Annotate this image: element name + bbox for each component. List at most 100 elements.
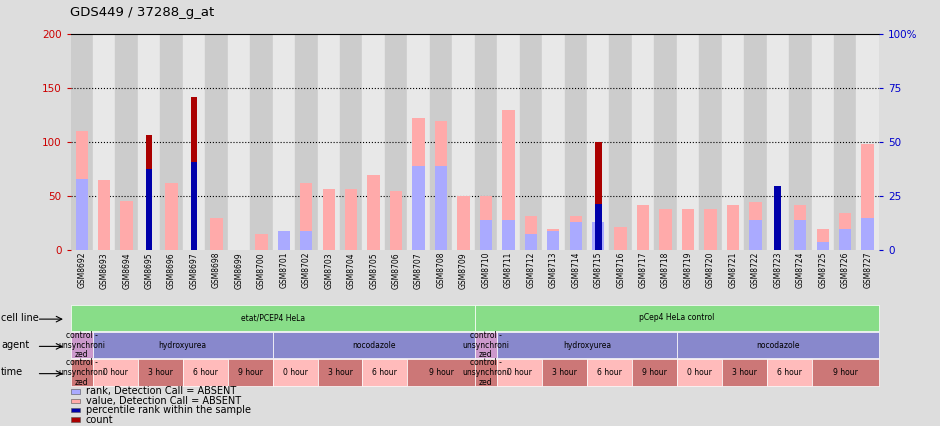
Bar [368,175,380,250]
Bar [547,229,559,250]
Text: time: time [1,367,24,377]
Bar [547,231,559,250]
Bar [861,144,874,250]
Text: rank, Detection Call = ABSENT: rank, Detection Call = ABSENT [86,386,236,397]
Bar [116,34,138,250]
Text: 0 hour: 0 hour [103,368,128,377]
Bar [165,184,178,250]
Text: etat/PCEP4 HeLa: etat/PCEP4 HeLa [241,313,305,322]
Bar [435,121,447,250]
Bar [727,205,739,250]
Text: control -
unsynchroni
zed: control - unsynchroni zed [462,358,509,386]
Bar [479,220,493,250]
Bar [191,97,197,250]
Bar [632,34,654,250]
Text: cell line: cell line [1,313,39,323]
Bar [277,239,290,250]
Bar [363,34,384,250]
Bar [497,34,520,250]
Bar [834,34,856,250]
Bar [856,34,879,250]
Bar [322,189,335,250]
Bar [749,220,761,250]
Bar [390,191,402,250]
Text: 0 hour: 0 hour [687,368,712,377]
Bar [520,34,542,250]
Bar [699,34,722,250]
Bar [767,34,789,250]
Bar [479,196,493,250]
Bar [609,34,632,250]
Bar [592,222,604,250]
Bar [273,34,295,250]
Bar [300,231,312,250]
Bar [205,34,227,250]
Text: 6 hour: 6 hour [372,368,398,377]
Text: 6 hour: 6 hour [597,368,622,377]
Bar [93,34,116,250]
Bar [384,34,407,250]
Bar [861,218,874,250]
Bar [749,202,761,250]
Bar [300,184,312,250]
Bar [191,162,197,250]
Text: nocodazole: nocodazole [352,340,396,350]
Bar [75,132,88,250]
Bar [138,34,161,250]
Text: 6 hour: 6 hour [776,368,802,377]
Text: 3 hour: 3 hour [731,368,757,377]
Bar [502,110,514,250]
Text: nocodazole: nocodazole [756,340,800,350]
Bar [407,34,430,250]
Bar [98,180,110,250]
Text: 9 hour: 9 hour [238,368,262,377]
Bar [211,218,223,250]
Bar [542,34,565,250]
Bar [682,209,695,250]
Text: 3 hour: 3 hour [148,368,173,377]
Text: 3 hour: 3 hour [327,368,352,377]
Text: GDS449 / 37288_g_at: GDS449 / 37288_g_at [70,6,214,20]
Text: 6 hour: 6 hour [193,368,218,377]
Bar [704,209,716,250]
Bar [722,34,744,250]
Bar [345,189,357,250]
Bar [565,34,587,250]
Text: percentile rank within the sample: percentile rank within the sample [86,405,251,415]
Bar [146,135,152,250]
Bar [161,34,182,250]
Bar [677,34,699,250]
Bar [570,216,582,250]
Bar [615,227,627,250]
Bar [475,34,497,250]
Bar [70,34,93,250]
Text: 9 hour: 9 hour [429,368,453,377]
Text: 9 hour: 9 hour [642,368,666,377]
Text: 3 hour: 3 hour [552,368,577,377]
Bar [525,234,537,250]
Text: hydroxyurea: hydroxyurea [159,340,207,350]
Bar [794,220,807,250]
Bar [146,169,152,250]
Text: agent: agent [1,340,29,350]
Bar [637,205,650,250]
Bar [452,34,475,250]
Text: 0 hour: 0 hour [283,368,307,377]
Bar [595,204,602,250]
Bar [817,242,829,250]
Text: hydroxyurea: hydroxyurea [563,340,611,350]
Bar [250,34,273,250]
Bar [182,34,205,250]
Bar [430,34,452,250]
Bar [318,34,340,250]
Text: 0 hour: 0 hour [508,368,532,377]
Text: 9 hour: 9 hour [833,368,857,377]
Bar [525,216,537,250]
Bar [227,34,250,250]
Bar [502,220,514,250]
Bar [457,196,470,250]
Text: count: count [86,414,113,425]
Text: control -
unsynchroni
zed: control - unsynchroni zed [462,331,509,359]
Bar [659,209,672,250]
Bar [435,166,447,250]
